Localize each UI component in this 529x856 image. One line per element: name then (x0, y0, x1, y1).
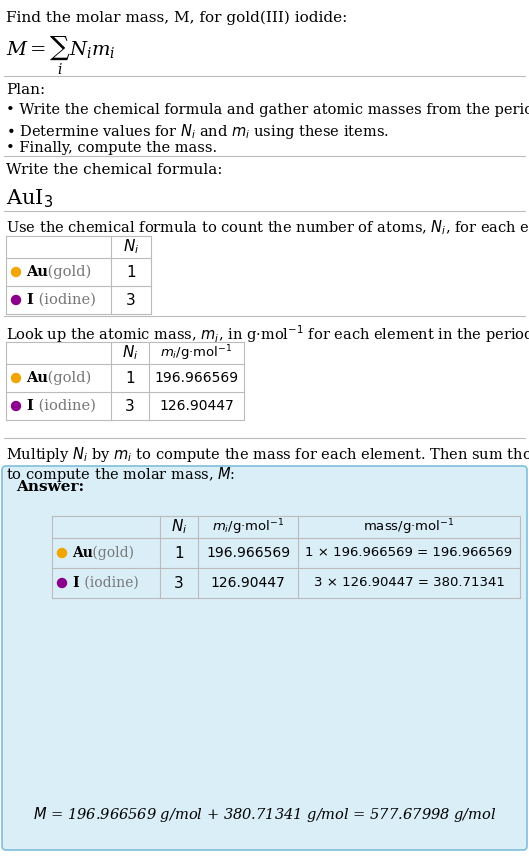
Text: 3: 3 (126, 293, 136, 307)
Text: $N_i$: $N_i$ (122, 343, 138, 362)
Text: (gold): (gold) (88, 546, 134, 560)
Text: (iodine): (iodine) (34, 293, 96, 307)
Text: $m_i$/g·mol$^{-1}$: $m_i$/g·mol$^{-1}$ (212, 517, 284, 537)
Text: 1 × 196.966569 = 196.966569: 1 × 196.966569 = 196.966569 (305, 546, 513, 560)
FancyBboxPatch shape (2, 466, 527, 850)
Text: Write the chemical formula:: Write the chemical formula: (6, 163, 223, 177)
Text: 196.966569: 196.966569 (154, 371, 239, 385)
Text: 196.966569: 196.966569 (206, 546, 290, 560)
Text: $M$ = 196.966569 g/mol + 380.71341 g/mol = 577.67998 g/mol: $M$ = 196.966569 g/mol + 380.71341 g/mol… (33, 805, 496, 823)
Circle shape (12, 268, 21, 276)
Circle shape (12, 401, 21, 411)
Text: I: I (26, 293, 33, 307)
Text: Use the chemical formula to count the number of atoms, $N_i$, for each element:: Use the chemical formula to count the nu… (6, 218, 529, 237)
Text: 3: 3 (125, 399, 135, 413)
Text: $M = \sum_i N_i m_i$: $M = \sum_i N_i m_i$ (6, 35, 115, 77)
Text: Plan:: Plan: (6, 83, 45, 97)
Text: (gold): (gold) (43, 265, 91, 279)
Text: Multiply $N_i$ by $m_i$ to compute the mass for each element. Then sum those val: Multiply $N_i$ by $m_i$ to compute the m… (6, 445, 529, 464)
Text: Au: Au (26, 371, 48, 385)
Text: 3: 3 (174, 575, 184, 591)
Text: • Write the chemical formula and gather atomic masses from the periodic table.: • Write the chemical formula and gather … (6, 103, 529, 117)
Circle shape (12, 295, 21, 305)
Text: (gold): (gold) (43, 371, 91, 385)
Text: Find the molar mass, M, for gold(III) iodide:: Find the molar mass, M, for gold(III) io… (6, 11, 348, 26)
Text: $N_i$: $N_i$ (171, 518, 187, 537)
Text: Look up the atomic mass, $m_i$, in g·mol$^{-1}$ for each element in the periodic: Look up the atomic mass, $m_i$, in g·mol… (6, 323, 529, 345)
Text: 3 × 126.90447 = 380.71341: 3 × 126.90447 = 380.71341 (314, 576, 505, 590)
Text: $N_i$: $N_i$ (123, 238, 139, 256)
Text: I: I (26, 399, 33, 413)
Text: 1: 1 (126, 265, 136, 280)
Circle shape (58, 549, 67, 557)
Text: • Finally, compute the mass.: • Finally, compute the mass. (6, 141, 217, 155)
Text: • Determine values for $N_i$ and $m_i$ using these items.: • Determine values for $N_i$ and $m_i$ u… (6, 122, 389, 141)
Text: 1: 1 (125, 371, 135, 385)
Text: to compute the molar mass, $M$:: to compute the molar mass, $M$: (6, 465, 235, 484)
Text: mass/g·mol$^{-1}$: mass/g·mol$^{-1}$ (363, 517, 455, 537)
Text: (iodine): (iodine) (80, 576, 139, 590)
Circle shape (12, 373, 21, 383)
Text: 1: 1 (174, 545, 184, 561)
Text: Au: Au (72, 546, 93, 560)
Text: 126.90447: 126.90447 (159, 399, 234, 413)
Text: Answer:: Answer: (16, 480, 84, 494)
Text: I: I (72, 576, 79, 590)
Text: AuI$_3$: AuI$_3$ (6, 187, 53, 210)
Text: $m_i$/g·mol$^{-1}$: $m_i$/g·mol$^{-1}$ (160, 343, 233, 363)
Text: (iodine): (iodine) (34, 399, 96, 413)
Text: 126.90447: 126.90447 (211, 576, 285, 590)
Circle shape (58, 579, 67, 587)
Text: Au: Au (26, 265, 48, 279)
